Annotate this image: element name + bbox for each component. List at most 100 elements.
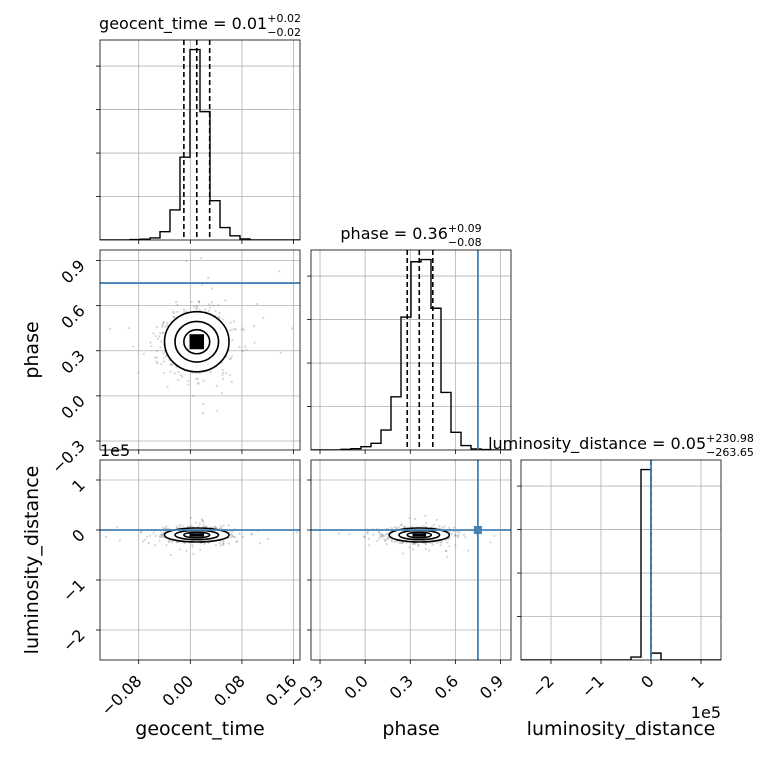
panel-title-sub: −263.65 bbox=[706, 446, 754, 459]
sample-point bbox=[141, 540, 145, 543]
sample-point bbox=[238, 346, 241, 349]
x-tick-label-phase: 0.0 bbox=[341, 671, 372, 702]
sample-point bbox=[295, 531, 299, 534]
sample-point bbox=[161, 331, 164, 334]
sample-point bbox=[400, 542, 403, 545]
sample-point bbox=[378, 537, 381, 540]
y-axis-label-luminosity_distance: luminosity_distance bbox=[21, 466, 43, 655]
sample-point bbox=[408, 517, 411, 520]
sample-point bbox=[424, 522, 428, 525]
sample-point bbox=[381, 533, 384, 536]
sample-point bbox=[448, 545, 451, 548]
sample-point bbox=[383, 534, 386, 537]
sample-point bbox=[366, 532, 369, 535]
sample-point bbox=[411, 542, 414, 545]
sample-point bbox=[230, 536, 233, 539]
sample-point bbox=[215, 526, 218, 529]
sample-point bbox=[192, 394, 195, 398]
sample-point bbox=[400, 523, 403, 527]
sample-point bbox=[222, 524, 225, 527]
panel-title-sub: −0.08 bbox=[448, 236, 482, 249]
sample-point bbox=[162, 332, 165, 335]
density-core bbox=[412, 533, 427, 537]
sample-point bbox=[165, 543, 168, 547]
sample-point bbox=[390, 526, 393, 530]
sample-point bbox=[258, 542, 261, 545]
sample-point bbox=[176, 526, 179, 529]
sample-point bbox=[378, 530, 381, 534]
sample-point bbox=[362, 535, 366, 538]
sample-point bbox=[222, 318, 225, 321]
sample-point bbox=[173, 316, 176, 319]
contour-level-2 bbox=[406, 531, 433, 539]
sample-point bbox=[231, 530, 234, 533]
sample-point bbox=[401, 552, 404, 555]
sample-point bbox=[161, 324, 164, 327]
sample-point bbox=[150, 345, 153, 348]
sample-point bbox=[217, 315, 220, 318]
sample-point bbox=[381, 534, 384, 537]
y-tick-label-phase: 0.9 bbox=[57, 256, 88, 287]
sample-point bbox=[190, 300, 193, 304]
panel-title-sub: −0.02 bbox=[267, 26, 301, 39]
sample-point bbox=[251, 533, 254, 536]
sample-point bbox=[161, 323, 164, 326]
panel-title-phase: phase = 0.36+0.09 bbox=[340, 222, 481, 243]
sample-point bbox=[182, 308, 186, 311]
sample-point bbox=[205, 525, 208, 528]
sample-point bbox=[448, 526, 451, 529]
sample-point bbox=[232, 320, 236, 323]
sample-point bbox=[366, 530, 369, 534]
y-tick-label-phase: 0.0 bbox=[57, 391, 88, 422]
sample-point bbox=[438, 524, 441, 527]
sample-point bbox=[231, 339, 234, 342]
sample-point bbox=[198, 372, 201, 375]
sample-point bbox=[210, 301, 213, 304]
sample-point bbox=[241, 350, 244, 353]
sample-point bbox=[403, 525, 406, 528]
sample-point bbox=[227, 524, 230, 527]
sample-point bbox=[230, 380, 233, 383]
y-axis-label-phase: phase bbox=[21, 321, 43, 378]
sample-point bbox=[185, 259, 188, 262]
sample-point bbox=[464, 536, 467, 539]
sample-point bbox=[456, 530, 459, 533]
sample-point bbox=[202, 520, 205, 523]
sample-point bbox=[175, 300, 178, 304]
sample-point bbox=[104, 535, 108, 539]
sample-point bbox=[181, 524, 184, 527]
sample-point bbox=[222, 542, 225, 545]
sample-point bbox=[207, 309, 210, 312]
sample-point bbox=[381, 533, 384, 536]
sample-point bbox=[170, 541, 173, 544]
sample-point bbox=[411, 548, 415, 551]
sample-point bbox=[175, 540, 178, 544]
sample-point bbox=[187, 383, 190, 386]
contours bbox=[163, 310, 230, 373]
y-tick-label-luminosity_distance: −1 bbox=[59, 575, 89, 605]
sample-point bbox=[228, 531, 231, 534]
sample-point bbox=[432, 523, 436, 526]
sample-point bbox=[454, 534, 457, 537]
sample-point bbox=[214, 309, 217, 313]
sample-point bbox=[171, 363, 174, 366]
grid-luminosity_distance bbox=[521, 460, 721, 660]
sample-point bbox=[445, 549, 448, 552]
sample-point bbox=[208, 303, 211, 306]
x-tick-label-luminosity_distance: 1 bbox=[687, 671, 708, 692]
sample-point bbox=[376, 539, 379, 543]
scatter-panel-phase-luminosity_distance bbox=[310, 459, 512, 661]
sample-point bbox=[162, 320, 165, 324]
sample-point bbox=[197, 525, 200, 528]
sample-point bbox=[155, 326, 159, 329]
sample-point bbox=[137, 371, 140, 374]
sample-point bbox=[456, 534, 459, 538]
x-axis-label-phase: phase bbox=[382, 718, 439, 740]
sample-point bbox=[218, 311, 221, 314]
sample-point bbox=[161, 326, 164, 329]
sample-point bbox=[176, 303, 179, 306]
sample-point bbox=[372, 533, 375, 536]
sample-point bbox=[242, 535, 245, 538]
sample-point bbox=[156, 337, 160, 340]
